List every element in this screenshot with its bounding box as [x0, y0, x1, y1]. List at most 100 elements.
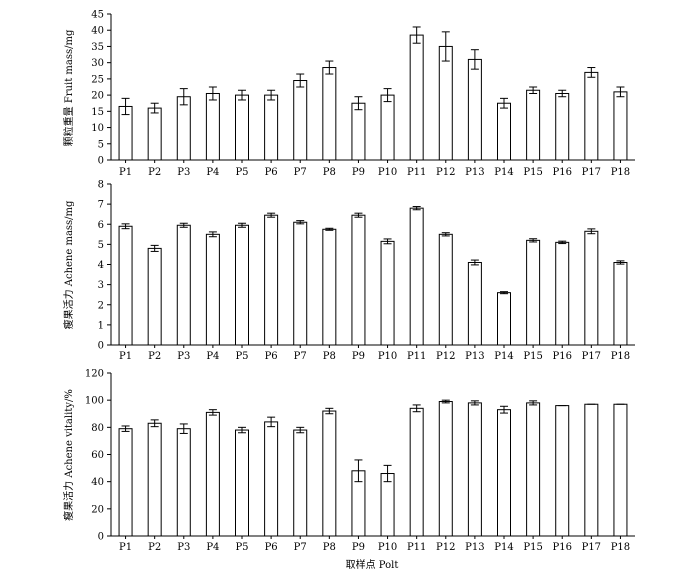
x-tick-label: P3 [177, 351, 190, 362]
error-bar [529, 86, 538, 94]
error-bar [121, 425, 130, 432]
error-bar [383, 238, 392, 245]
bar-p9 [351, 214, 366, 346]
error-bar [296, 220, 305, 225]
error-bar [383, 88, 392, 103]
y-tick-label: 7 [98, 200, 104, 211]
error-bar [616, 86, 625, 98]
bar-p10 [380, 240, 395, 346]
bar-p3 [176, 224, 191, 346]
x-tick-label: P18 [611, 167, 630, 178]
error-bar [500, 97, 508, 109]
x-tick-label: P17 [582, 167, 601, 178]
x-tick-label: P18 [611, 542, 630, 553]
bar-p15 [526, 239, 541, 346]
x-tick-label: P14 [494, 351, 513, 362]
y-tick-label: 4 [98, 260, 104, 271]
error-bar [208, 86, 217, 101]
x-tick-label: P4 [206, 167, 219, 178]
bar-p12 [438, 233, 453, 346]
bar-p18 [613, 403, 628, 537]
x-tick-label: P9 [352, 542, 365, 553]
y-tick-label: 6 [98, 220, 104, 231]
bar-p8 [322, 67, 337, 161]
error-bar [267, 212, 276, 218]
error-bar [354, 212, 363, 218]
error-bar [238, 89, 246, 101]
x-tick-label: P16 [552, 542, 571, 553]
y-tick-label: 1 [98, 320, 104, 331]
bar-p13 [467, 261, 482, 346]
error-bar [121, 223, 130, 230]
error-bar [179, 88, 188, 106]
x-tick-label: P12 [436, 542, 455, 553]
bar-p4 [205, 233, 220, 346]
y-tick-label: 15 [91, 107, 104, 118]
x-tick-label: P12 [436, 351, 455, 362]
y-tick-label: 25 [91, 74, 104, 85]
error-bar [354, 459, 363, 483]
error-bar [354, 96, 363, 111]
error-bar [296, 426, 305, 434]
bar-p2 [147, 422, 162, 537]
error-bar [500, 291, 508, 295]
error-bar [470, 259, 479, 266]
error-bar [441, 31, 450, 62]
bar-p6 [264, 421, 279, 537]
x-tick-label: P8 [323, 167, 336, 178]
error-bar [529, 400, 538, 406]
x-tick-label: P11 [407, 351, 426, 362]
y-tick-label: 40 [91, 477, 104, 488]
bar-p4 [205, 411, 220, 537]
bar-p7 [293, 221, 308, 346]
y-tick-label: 30 [91, 58, 104, 69]
x-axis-title: 取样点 Polt [346, 558, 399, 571]
y-tick-label: 10 [91, 123, 104, 134]
error-bar [179, 222, 188, 228]
x-tick-label: P16 [552, 351, 571, 362]
bar-p11 [409, 207, 424, 346]
x-tick-label: P17 [582, 351, 601, 362]
x-tick-label: P4 [206, 351, 219, 362]
x-tick-label: P8 [323, 351, 336, 362]
x-tick-label: P16 [552, 167, 571, 178]
error-bar [150, 244, 159, 252]
bar-p10 [380, 94, 395, 161]
error-bar [150, 102, 159, 114]
error-bar [529, 238, 538, 243]
bar-p15 [526, 89, 541, 161]
bar-p1 [118, 428, 133, 537]
error-bar [325, 407, 334, 415]
error-bar [296, 73, 305, 88]
error-bar [558, 240, 567, 245]
error-bar [121, 97, 130, 116]
y-tick-label: 120 [85, 369, 104, 380]
bar-p16 [555, 405, 570, 537]
error-bar [325, 227, 334, 231]
bar-p2 [147, 107, 162, 161]
y-axis-title: 瘦果活力 Achene vitality/% [62, 389, 75, 521]
x-tick-label: P4 [206, 542, 219, 553]
x-tick-label: P9 [352, 351, 365, 362]
x-tick-label: P8 [323, 542, 336, 553]
x-tick-label: P2 [148, 351, 161, 362]
bar-p14 [497, 102, 511, 161]
x-tick-label: P6 [265, 542, 278, 553]
error-bar [179, 423, 188, 434]
bar-p7 [293, 429, 308, 537]
x-tick-label: P5 [235, 542, 248, 553]
x-tick-label: P7 [294, 542, 307, 553]
x-tick-label: P1 [119, 167, 132, 178]
panel-achene-mass: 瘦果活力 Achene mass/mg 0 1 2 3 4 5 6 7 8 P1 P2 P3 P4 P5 P… [62, 180, 635, 362]
x-tick-label: P10 [378, 542, 397, 553]
bar-p17 [584, 403, 599, 537]
x-tick-label: P3 [177, 542, 190, 553]
y-tick-label: 35 [91, 42, 104, 53]
error-bar [470, 49, 479, 70]
x-tick-label: P6 [265, 351, 278, 362]
y-tick-label: 5 [98, 139, 104, 150]
y-tick-label: 0 [98, 532, 104, 543]
error-bar [470, 400, 479, 406]
bar-p5 [235, 429, 249, 537]
y-axis-title: 颗粒重量 Fruit mass/mg [62, 29, 75, 146]
